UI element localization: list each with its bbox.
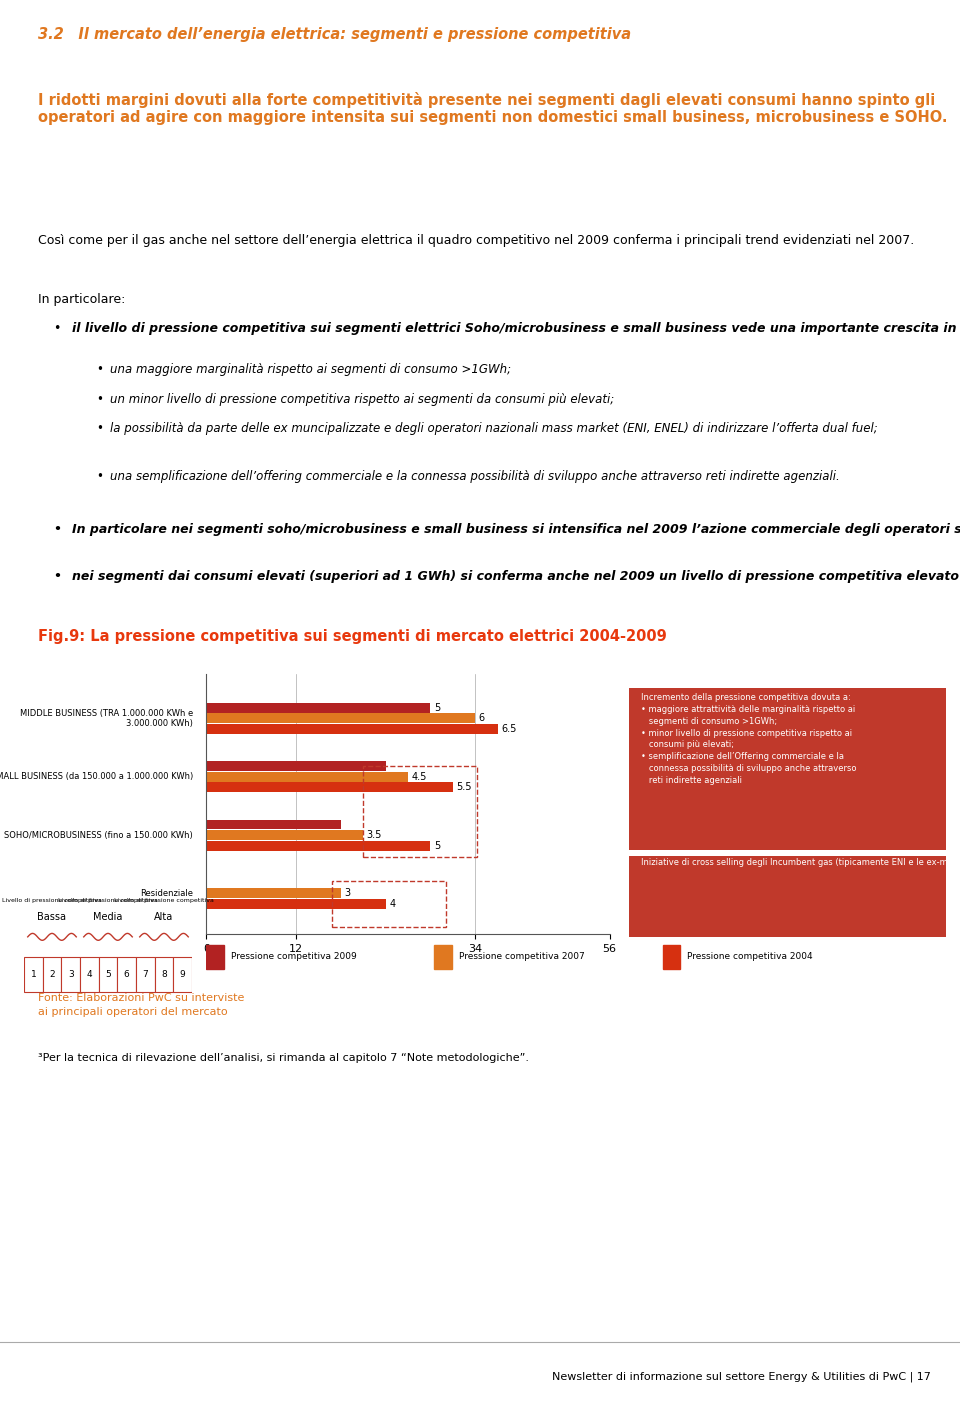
Text: 4: 4	[389, 899, 396, 909]
Text: nei segmenti dai consumi elevati (superiori ad 1 GWh) si conferma anche nel 2009: nei segmenti dai consumi elevati (superi…	[72, 570, 960, 583]
Text: Pressione competitiva 2004: Pressione competitiva 2004	[686, 953, 812, 961]
Text: •: •	[96, 469, 103, 482]
Bar	[206, 702, 430, 712]
Text: 4.5: 4.5	[412, 771, 427, 781]
Text: 5.5: 5.5	[456, 783, 472, 792]
Bar	[206, 714, 475, 724]
Bar	[206, 946, 224, 968]
Text: 4: 4	[86, 969, 92, 979]
Text: Media: Media	[93, 912, 123, 922]
Text: 3: 3	[68, 969, 74, 979]
Text: Incremento della pressione competitiva dovuta a:
• maggiore attrattività delle m: Incremento della pressione competitiva d…	[641, 693, 857, 785]
Text: Bassa: Bassa	[37, 912, 66, 922]
Bar	[24, 957, 42, 992]
Text: 8: 8	[161, 969, 167, 979]
Text: MIDDLE BUSINESS (TRA 1.000.000 KWh e
3.000.000 KWh): MIDDLE BUSINESS (TRA 1.000.000 KWh e 3.0…	[20, 708, 193, 728]
Text: 6.5: 6.5	[501, 724, 516, 733]
Text: 3.2 Il mercato dell’energia elettrica: segmenti e pressione competitiva: 3.2 Il mercato dell’energia elettrica: s…	[38, 27, 632, 42]
Bar	[206, 771, 408, 781]
Text: Livello di pressione competitiva: Livello di pressione competitiva	[2, 898, 102, 903]
Bar	[155, 957, 174, 992]
Text: Alta: Alta	[155, 912, 174, 922]
Text: Fig.9: La pressione competitiva sui segmenti di mercato elettrici 2004-2009: Fig.9: La pressione competitiva sui segm…	[38, 629, 667, 643]
Text: Residenziale: Residenziale	[140, 889, 193, 898]
Text: 7: 7	[142, 969, 148, 979]
Bar	[206, 899, 386, 909]
Text: •: •	[96, 423, 103, 436]
Text: 3: 3	[345, 888, 350, 898]
Text: una semplificazione dell’offering commerciale e la connessa possibilità di svilu: una semplificazione dell’offering commer…	[110, 469, 840, 482]
Text: 6: 6	[479, 714, 485, 724]
Bar	[206, 819, 341, 829]
Text: Newsletter di informazione sul settore Energy & Utilities di PwC | 17: Newsletter di informazione sul settore E…	[552, 1371, 931, 1383]
Text: 6: 6	[124, 969, 130, 979]
Text: Pressione competitiva 2009: Pressione competitiva 2009	[230, 953, 356, 961]
Text: •: •	[96, 364, 103, 377]
Bar	[174, 957, 192, 992]
Text: Iniziative di cross selling degli Incumbent gas (tipicamente ENI e le ex-municip: Iniziative di cross selling degli Incumb…	[641, 858, 960, 867]
Text: il livello di pressione competitiva sui segmenti elettrici Soho/microbusiness e : il livello di pressione competitiva sui …	[72, 322, 960, 334]
Text: 9: 9	[180, 969, 185, 979]
Text: 5: 5	[434, 702, 441, 712]
Bar	[332, 881, 446, 927]
Text: Livello di pressione competitiva: Livello di pressione competitiva	[114, 898, 214, 903]
Text: SMALL BUSINESS (da 150.000 a 1.000.000 KWh): SMALL BUSINESS (da 150.000 a 1.000.000 K…	[0, 773, 193, 781]
Text: SOHO/MICROBUSINESS (fino a 150.000 KWh): SOHO/MICROBUSINESS (fino a 150.000 KWh)	[4, 830, 193, 840]
Bar	[136, 957, 155, 992]
Bar	[206, 762, 386, 771]
Text: 5: 5	[434, 840, 441, 850]
Bar	[61, 957, 80, 992]
Bar	[435, 946, 452, 968]
Bar	[206, 830, 363, 840]
Text: 1: 1	[31, 969, 36, 979]
Text: Così come per il gas anche nel settore dell’energia elettrica il quadro competit: Così come per il gas anche nel settore d…	[38, 233, 915, 246]
Text: In particolare nei segmenti soho/microbusiness e small business si intensifica n: In particolare nei segmenti soho/microbu…	[72, 523, 960, 535]
Bar	[80, 957, 99, 992]
Text: Livello di pressione competitiva: Livello di pressione competitiva	[58, 898, 158, 903]
Text: •: •	[53, 570, 60, 583]
Text: 5: 5	[106, 969, 110, 979]
Text: •: •	[96, 393, 103, 406]
Bar	[206, 724, 497, 733]
Text: Fonte: Elaborazioni PwC su interviste
ai principali operatori del mercato: Fonte: Elaborazioni PwC su interviste ai…	[38, 993, 245, 1017]
Text: In particolare:: In particolare:	[38, 292, 126, 305]
Text: •: •	[53, 322, 60, 334]
Bar	[99, 957, 117, 992]
Bar	[206, 783, 453, 792]
Text: ³Per la tecnica di rilevazione dell’analisi, si rimanda al capitolo 7 “Note meto: ³Per la tecnica di rilevazione dell’anal…	[38, 1052, 529, 1062]
Bar	[662, 946, 680, 968]
Bar	[42, 957, 61, 992]
Bar	[117, 957, 136, 992]
Text: •: •	[53, 523, 60, 535]
Bar	[206, 888, 341, 898]
Bar	[206, 840, 430, 850]
Text: 2: 2	[49, 969, 55, 979]
Text: un minor livello di pressione competitiva rispetto ai segmenti da consumi più el: un minor livello di pressione competitiv…	[110, 393, 614, 406]
Text: I ridotti margini dovuti alla forte competitività presente nei segmenti dagli el: I ridotti margini dovuti alla forte comp…	[38, 91, 948, 125]
Text: Pressione competitiva 2007: Pressione competitiva 2007	[459, 953, 585, 961]
Bar	[363, 766, 477, 857]
Text: 3.5: 3.5	[367, 830, 382, 840]
Text: una maggiore marginalità rispetto ai segmenti di consumo >1GWh;: una maggiore marginalità rispetto ai seg…	[110, 364, 512, 377]
Text: la possibilità da parte delle ex muncipalizzate e degli operatori nazionali mass: la possibilità da parte delle ex muncipa…	[110, 423, 878, 436]
